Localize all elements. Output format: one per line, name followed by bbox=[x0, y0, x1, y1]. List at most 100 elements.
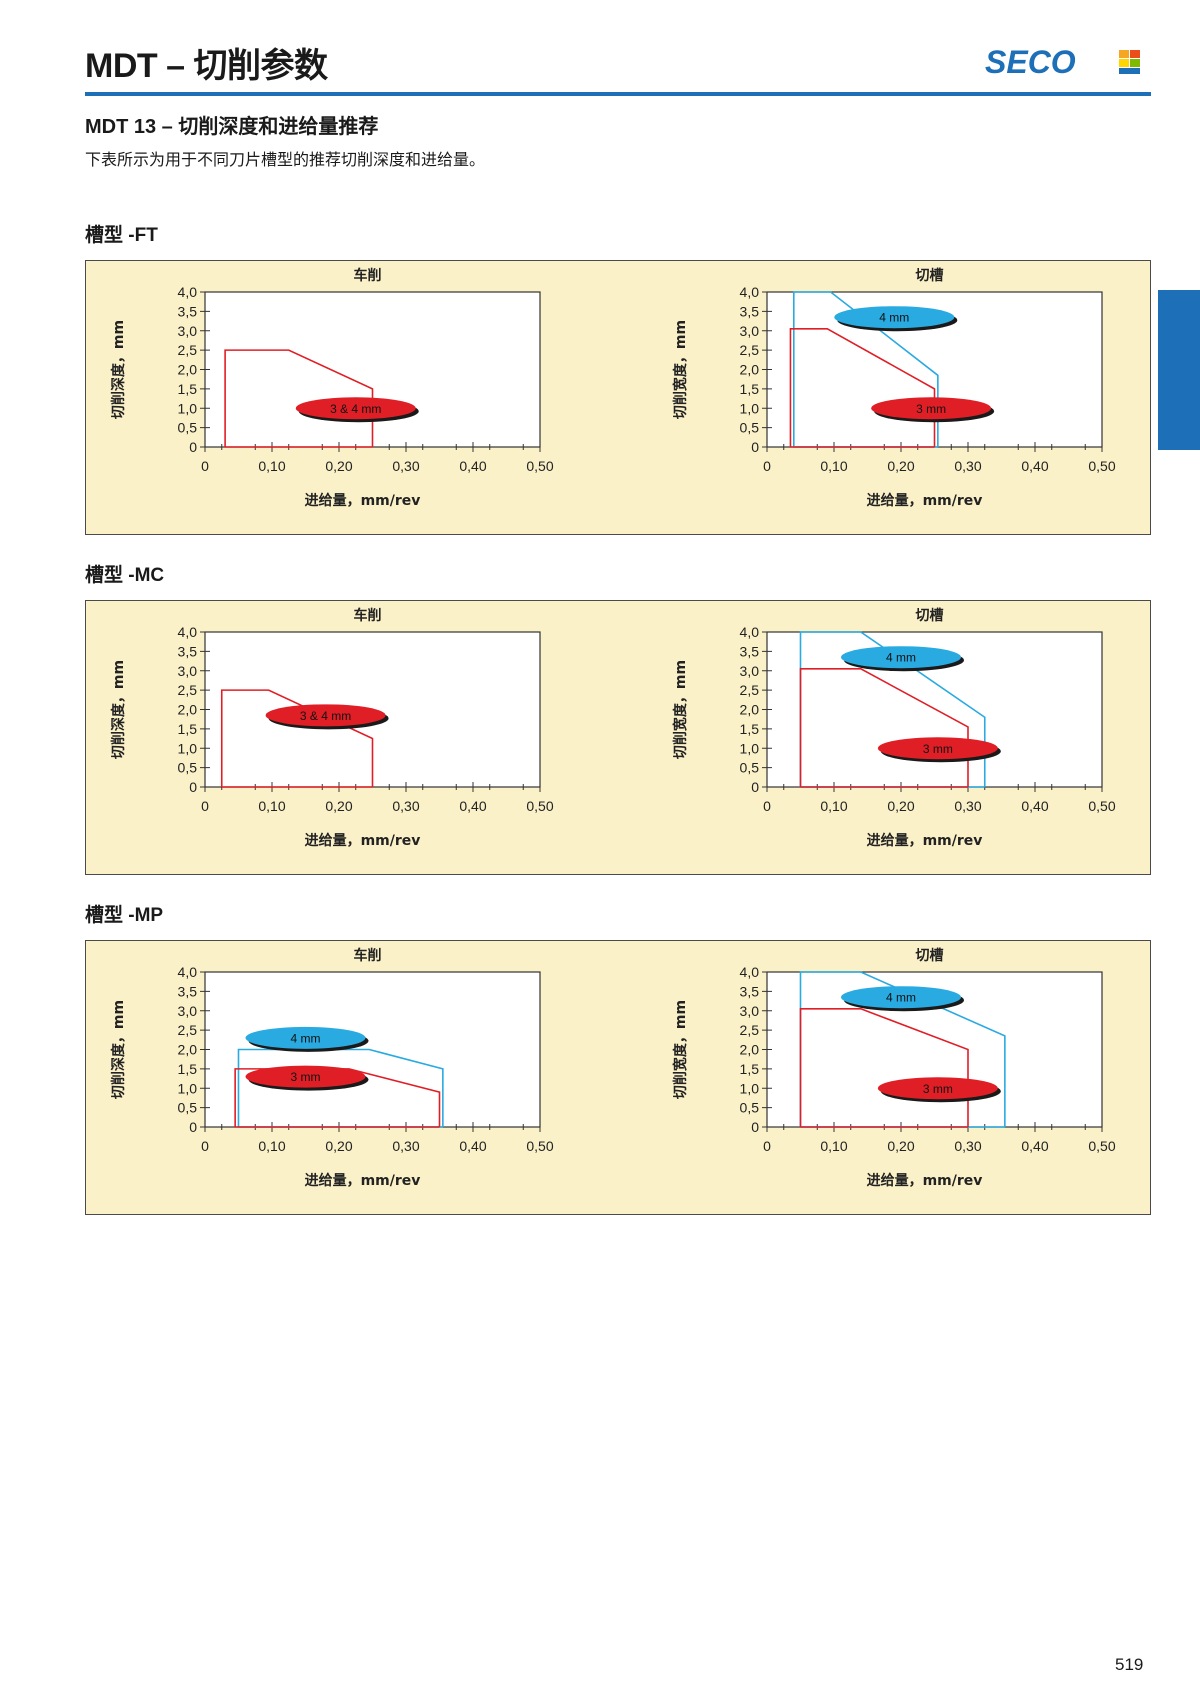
series-outline-red bbox=[220, 689, 374, 787]
x-tick-label: 0,20 bbox=[887, 798, 914, 814]
series-label: 3 mm bbox=[916, 402, 946, 416]
section-subtitle: MDT 13 – 切削深度和进给量推荐 bbox=[85, 116, 379, 138]
y-tick-label: 0,5 bbox=[178, 760, 198, 776]
seco-logo: SECO bbox=[985, 44, 1140, 80]
x-tick-label: 0 bbox=[201, 798, 209, 814]
chart-mc-grooving: 切槽 0 0,5 1,0 1,5 2,0 2,5 3,0 3,5 4,0 0 0,10 0,20 0,30… bbox=[672, 607, 1116, 849]
y-tick-label: 0 bbox=[751, 1119, 759, 1135]
logo-square-red bbox=[1130, 50, 1140, 58]
y-tick-label: 1,5 bbox=[178, 721, 198, 737]
chart-title: 车削 bbox=[354, 947, 382, 964]
y-tick-label: 1,5 bbox=[178, 381, 198, 397]
y-tick-label: 1,0 bbox=[740, 1080, 760, 1096]
section-label-mc: 槽型 -MC bbox=[85, 565, 165, 586]
y-tick-label: 0,5 bbox=[740, 420, 760, 436]
x-tick-label: 0,50 bbox=[526, 458, 553, 474]
chart-mp-turning: 车削 0 0,5 1,0 1,5 2,0 2,5 3,0 3,5 4,0 0 0,10 0,20 0,30… bbox=[110, 947, 554, 1189]
series-outline-red bbox=[799, 1008, 969, 1127]
page-title: MDT – 切削参数 bbox=[85, 47, 328, 85]
series-label: 3 mm bbox=[291, 1070, 321, 1084]
x-tick-label: 0,10 bbox=[258, 798, 285, 814]
x-tick-label: 0 bbox=[763, 458, 771, 474]
y-tick-label: 0 bbox=[751, 439, 759, 455]
y-tick-label: 0 bbox=[189, 439, 197, 455]
page-number: 519 bbox=[1115, 1655, 1144, 1674]
y-tick-label: 2,0 bbox=[740, 1042, 760, 1058]
x-tick-label: 0 bbox=[763, 1138, 771, 1154]
y-tick-label: 2,5 bbox=[178, 342, 198, 358]
chart-title: 切槽 bbox=[916, 947, 944, 964]
y-tick-label: 2,0 bbox=[178, 702, 198, 718]
description: 下表所示为用于不同刀片槽型的推荐切削深度和进给量。 bbox=[85, 150, 486, 169]
series-badge-red bbox=[871, 397, 992, 420]
chart-mp-grooving: 切槽 0 0,5 1,0 1,5 2,0 2,5 3,0 3,5 4,0 0 0,10 0,20 0,30… bbox=[672, 947, 1116, 1189]
y-tick-label: 1,0 bbox=[178, 1080, 198, 1096]
x-tick-label: 0 bbox=[201, 1138, 209, 1154]
y-tick-label: 1,5 bbox=[178, 1061, 198, 1077]
y-tick-label: 1,5 bbox=[740, 1061, 760, 1077]
x-axis-label: 进给量，mm/rev bbox=[867, 832, 983, 849]
y-tick-label: 3,5 bbox=[178, 303, 198, 319]
y-axis-label: 切削深度，mm bbox=[110, 660, 127, 759]
x-tick-label: 0,20 bbox=[887, 1138, 914, 1154]
x-tick-label: 0 bbox=[763, 798, 771, 814]
x-axis-label: 进给量，mm/rev bbox=[867, 492, 983, 509]
y-tick-label: 0,5 bbox=[178, 420, 198, 436]
series-label: 3 mm bbox=[923, 742, 953, 756]
x-tick-label: 0,40 bbox=[1021, 458, 1048, 474]
x-tick-label: 0,30 bbox=[392, 1138, 419, 1154]
y-tick-label: 0,5 bbox=[740, 1100, 760, 1116]
chart-svg-ft: 车削 0 0,5 1,0 1,5 2,0 2,5 3,0 3,5 4,0 0 0,10 0,20 0,30… bbox=[110, 267, 1116, 509]
chart-title: 车削 bbox=[354, 607, 382, 624]
chart-title: 切槽 bbox=[916, 607, 944, 624]
series-badge-blue bbox=[841, 646, 961, 669]
y-tick-label: 0 bbox=[751, 779, 759, 795]
chart-title: 切槽 bbox=[916, 267, 944, 284]
x-tick-label: 0,10 bbox=[258, 458, 285, 474]
y-axis-label: 切削宽度，mm bbox=[672, 1000, 689, 1099]
y-tick-label: 0 bbox=[189, 1119, 197, 1135]
x-tick-label: 0,30 bbox=[954, 458, 981, 474]
series-label: 3 mm bbox=[923, 1082, 953, 1096]
chart-ft-turning: 车削 0 0,5 1,0 1,5 2,0 2,5 3,0 3,5 4,0 0 0,10 0,20 0,30… bbox=[110, 267, 554, 509]
y-axis-label: 切削深度，mm bbox=[110, 320, 127, 419]
y-tick-label: 3,0 bbox=[740, 323, 760, 339]
series-badge-red bbox=[877, 737, 998, 760]
y-tick-label: 2,5 bbox=[178, 1022, 198, 1038]
header-rule bbox=[85, 92, 1151, 96]
series-label: 3 & 4 mm bbox=[330, 402, 381, 416]
y-tick-label: 0,5 bbox=[740, 760, 760, 776]
y-tick-label: 3,5 bbox=[740, 983, 760, 999]
y-tick-label: 2,0 bbox=[178, 362, 198, 378]
chart-svg-mc: 车削 0 0,5 1,0 1,5 2,0 2,5 3,0 3,5 4,0 0 0,10 0,20 0,30… bbox=[110, 607, 1116, 849]
logo-square-green bbox=[1130, 59, 1140, 67]
y-tick-label: 0 bbox=[189, 779, 197, 795]
y-tick-label: 0,5 bbox=[178, 1100, 198, 1116]
logo-text: SECO bbox=[985, 44, 1076, 80]
series-label: 3 & 4 mm bbox=[300, 709, 351, 723]
x-tick-label: 0,30 bbox=[954, 798, 981, 814]
x-tick-label: 0,50 bbox=[526, 1138, 553, 1154]
x-tick-label: 0,30 bbox=[392, 458, 419, 474]
y-tick-label: 2,0 bbox=[178, 1042, 198, 1058]
series-badge-blue bbox=[245, 1026, 366, 1049]
series-label: 4 mm bbox=[879, 311, 909, 325]
x-tick-label: 0,20 bbox=[325, 1138, 352, 1154]
x-tick-label: 0,40 bbox=[459, 798, 486, 814]
y-tick-label: 3,5 bbox=[178, 643, 198, 659]
chart-mc-turning: 车削 0 0,5 1,0 1,5 2,0 2,5 3,0 3,5 4,0 0 0,10 0,20 0,30… bbox=[110, 607, 554, 849]
series-badge-red bbox=[877, 1077, 998, 1100]
section-label-ft: 槽型 -FT bbox=[85, 225, 158, 246]
series-label: 4 mm bbox=[886, 991, 916, 1005]
y-tick-label: 2,0 bbox=[740, 362, 760, 378]
chart-panel-mp: 车削 0 0,5 1,0 1,5 2,0 2,5 3,0 3,5 4,0 0 0,10 0,20 0,30… bbox=[85, 940, 1151, 1215]
x-tick-label: 0,10 bbox=[820, 1138, 847, 1154]
series-badge-red bbox=[295, 397, 416, 420]
y-tick-label: 2,0 bbox=[740, 702, 760, 718]
logo-square-blue bbox=[1119, 68, 1140, 74]
series-label: 4 mm bbox=[886, 651, 916, 665]
logo-square-orange bbox=[1119, 50, 1129, 58]
y-tick-label: 2,5 bbox=[740, 1022, 760, 1038]
x-tick-label: 0,10 bbox=[258, 1138, 285, 1154]
chart-panel-mc: 车削 0 0,5 1,0 1,5 2,0 2,5 3,0 3,5 4,0 0 0,10 0,20 0,30… bbox=[85, 600, 1151, 875]
